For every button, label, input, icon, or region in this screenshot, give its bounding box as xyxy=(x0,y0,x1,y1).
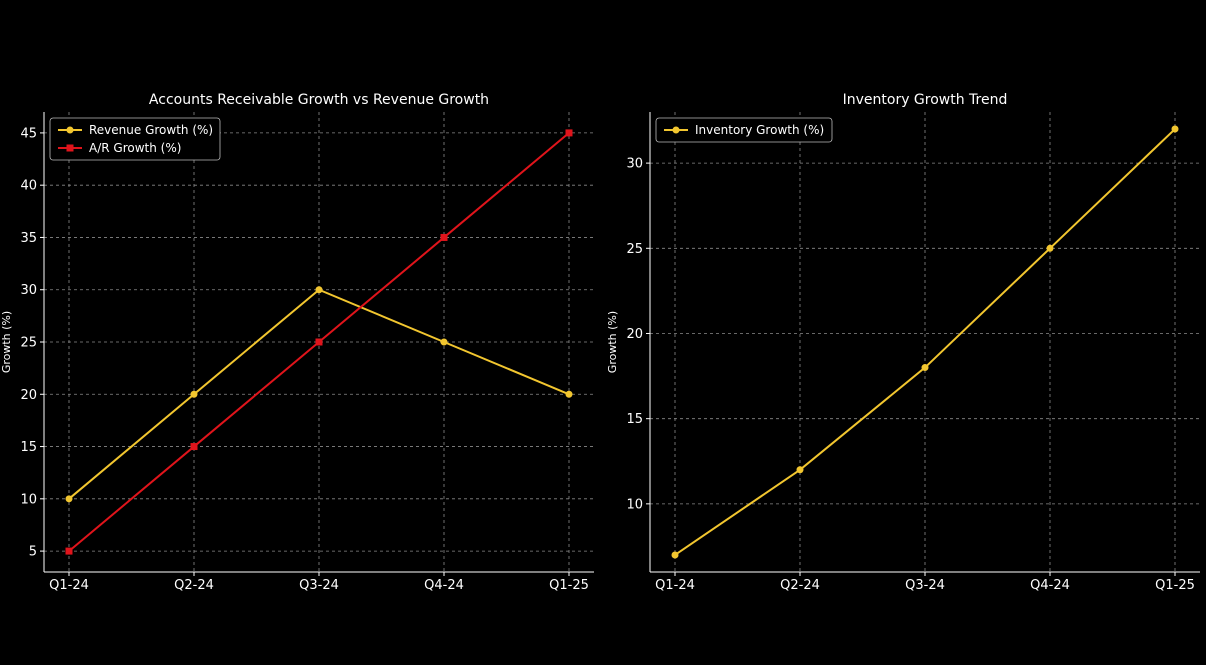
figure: Accounts Receivable Growth vs Revenue Gr… xyxy=(0,84,1206,598)
y-tick-label: 20 xyxy=(626,327,643,342)
x-tick-label: Q1-25 xyxy=(549,578,589,593)
x-tick-label: Q4-24 xyxy=(1030,578,1070,593)
y-tick-label: 5 xyxy=(29,545,37,560)
y-axis-label: Growth (%) xyxy=(606,311,619,373)
data-point xyxy=(796,466,804,474)
x-tick-label: Q1-25 xyxy=(1155,578,1195,593)
data-point xyxy=(315,286,323,294)
legend-marker xyxy=(66,144,74,152)
y-tick-label: 15 xyxy=(626,412,643,427)
legend-label: A/R Growth (%) xyxy=(89,141,181,155)
data-point xyxy=(440,233,448,241)
chart-2: Inventory Growth Trend Q1-24 Q2-24 Q3-24 Q4-… xyxy=(606,92,1200,593)
data-point xyxy=(65,495,73,503)
y-tick-label: 40 xyxy=(20,179,37,194)
y-axis-label: Growth (%) xyxy=(0,311,13,373)
data-point xyxy=(921,364,929,372)
y-tick-label: 25 xyxy=(20,336,37,351)
legend-box xyxy=(655,117,833,143)
data-point xyxy=(565,390,573,398)
data-point xyxy=(565,129,573,137)
y-tick-label: 10 xyxy=(626,497,643,512)
legend-marker xyxy=(672,126,680,134)
y-tick-label: 15 xyxy=(20,440,37,455)
data-point xyxy=(1046,244,1054,252)
data-point xyxy=(1171,125,1179,133)
x-tick-label: Q2-24 xyxy=(780,578,820,593)
x-tick-label: Q3-24 xyxy=(905,578,945,593)
chart-title: Inventory Growth Trend xyxy=(843,92,1008,108)
y-tick-label: 30 xyxy=(626,157,643,172)
x-tick-label: Q3-24 xyxy=(299,578,339,593)
y-tick-label: 25 xyxy=(626,242,643,257)
chart-title: Accounts Receivable Growth vs Revenue Gr… xyxy=(149,92,489,108)
legend-box xyxy=(49,117,221,161)
x-tick-label: Q4-24 xyxy=(424,578,464,593)
y-tick-label: 30 xyxy=(20,283,37,298)
y-tick-label: 45 xyxy=(20,126,37,141)
x-tick-label: Q1-24 xyxy=(655,578,695,593)
legend-marker xyxy=(66,126,74,134)
chart-1: Accounts Receivable Growth vs Revenue Gr… xyxy=(0,92,594,593)
data-point xyxy=(671,551,679,559)
y-tick-label: 35 xyxy=(20,231,37,246)
charts-svg: Accounts Receivable Growth vs Revenue Gr… xyxy=(0,92,1200,593)
data-point xyxy=(190,443,198,451)
legend-label: Revenue Growth (%) xyxy=(89,123,213,137)
data-point xyxy=(65,547,73,555)
data-point xyxy=(440,338,448,346)
data-point xyxy=(315,338,323,346)
data-point xyxy=(190,390,198,398)
legend-label: Inventory Growth (%) xyxy=(695,123,824,137)
x-tick-label: Q2-24 xyxy=(174,578,214,593)
x-tick-label: Q1-24 xyxy=(49,578,89,593)
y-tick-label: 20 xyxy=(20,388,37,403)
y-tick-label: 10 xyxy=(20,492,37,507)
